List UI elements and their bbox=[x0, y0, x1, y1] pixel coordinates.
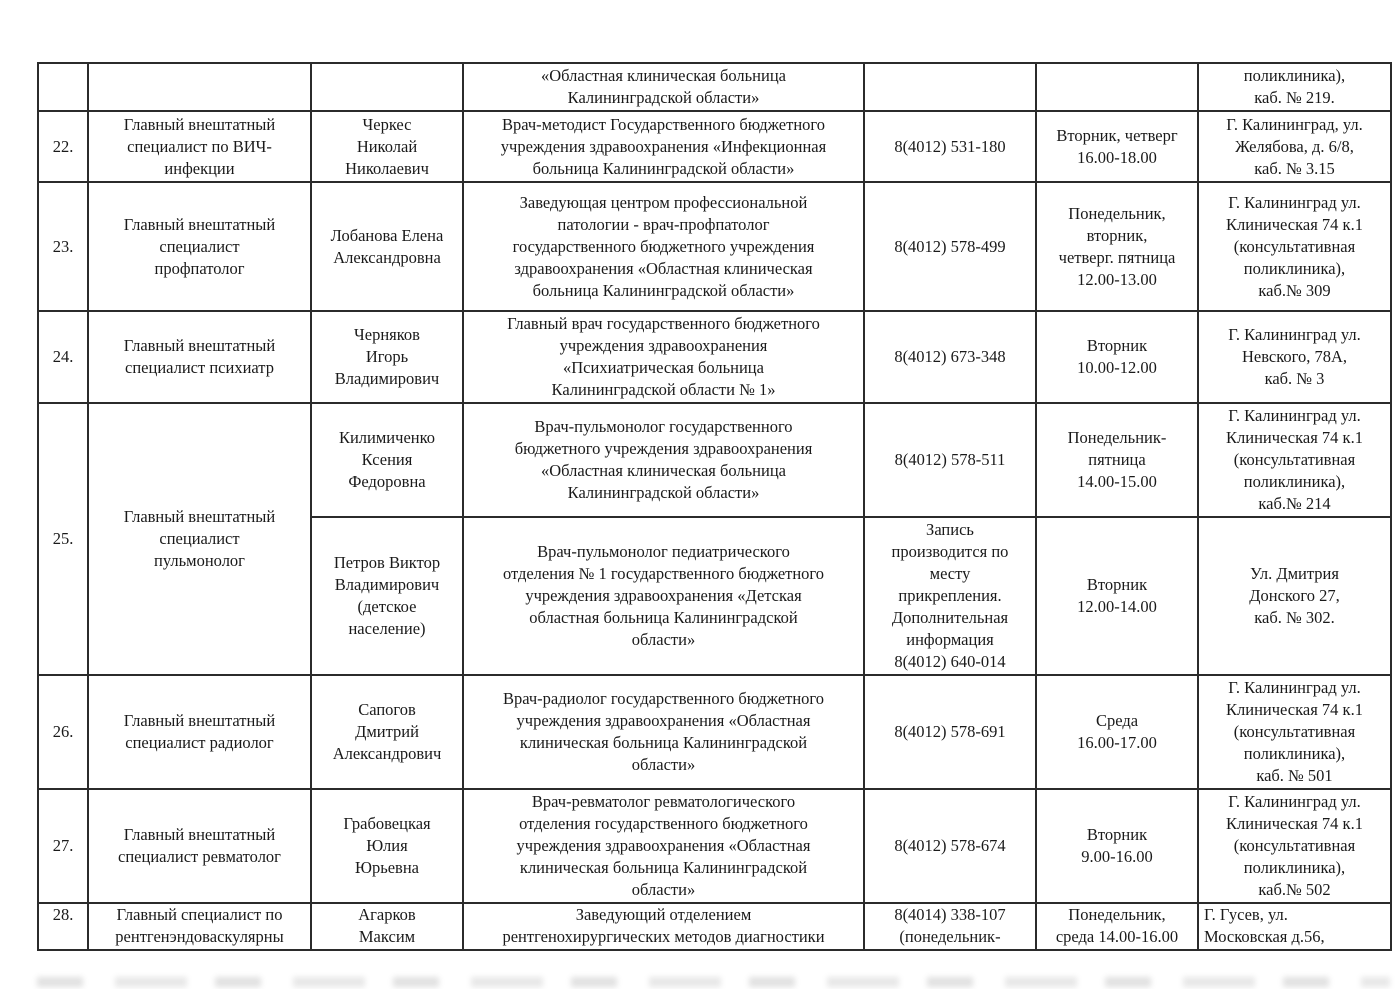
cell-phone bbox=[863, 62, 1037, 112]
cell-specialty: Главный специалист по рентгенэндоваскуля… bbox=[87, 902, 312, 951]
cell-schedule: Вторник 9.00-16.00 bbox=[1035, 788, 1199, 904]
cell-phone: 8(4014) 338-107 (понедельник- bbox=[863, 902, 1037, 951]
cell-description: Врач-пульмонолог педиатрического отделен… bbox=[462, 516, 865, 676]
table-row-25b: Петров Виктор Владимирович (детское насе… bbox=[38, 516, 1392, 676]
table-row-continuation: «Областная клиническая больница Калининг… bbox=[37, 62, 1392, 112]
cell-phone: 8(4012) 578-674 bbox=[863, 788, 1037, 904]
cell-name: Килимиченко Ксения Федоровна bbox=[310, 402, 464, 518]
table-row-28: 28. Главный специалист по рентгенэндовас… bbox=[37, 902, 1392, 951]
cell-address: Г. Калининград ул. Клиническая 74 к.1 (к… bbox=[1197, 181, 1392, 312]
table-row-26: 26. Главный внештатный специалист радиол… bbox=[37, 674, 1392, 790]
next-page-row-cutoff bbox=[37, 977, 1390, 987]
table-row-24: 24. Главный внештатный специалист психиа… bbox=[37, 310, 1392, 404]
cell-name: Черняков Игорь Владимирович bbox=[310, 310, 464, 404]
cell-address: Ул. Дмитрия Донского 27, каб. № 302. bbox=[1197, 516, 1392, 676]
cell-address: Г. Калининград ул. Клиническая 74 к.1 (к… bbox=[1197, 788, 1392, 904]
cell-address: Г. Калининград ул. Клиническая 74 к.1 (к… bbox=[1197, 674, 1392, 790]
cell-name: Черкес Николай Николаевич bbox=[310, 110, 464, 183]
cell-description: Врач-методист Государственного бюджетног… bbox=[462, 110, 865, 183]
cell-specialty: Главный внештатный специалист по ВИЧ- ин… bbox=[87, 110, 312, 183]
table-row-27: 27. Главный внештатный специалист ревмат… bbox=[37, 788, 1392, 904]
cell-description: Главный врач государственного бюджетного… bbox=[462, 310, 865, 404]
cell-schedule: Вторник 12.00-14.00 bbox=[1035, 516, 1199, 676]
cell-description: «Областная клиническая больница Калининг… bbox=[462, 62, 865, 112]
cell-address: Г. Гусев, ул. Московская д.56, bbox=[1197, 902, 1392, 951]
specialists-table: «Областная клиническая больница Калининг… bbox=[37, 62, 1392, 951]
cell-specialty: Главный внештатный специалист профпатоло… bbox=[87, 181, 312, 312]
cell-number: 22. bbox=[37, 110, 89, 183]
cell-phone: Запись производится по месту прикреплени… bbox=[863, 516, 1037, 676]
cell-name: Сапогов Дмитрий Александрович bbox=[310, 674, 464, 790]
cell-schedule: Понедельник, вторник, четверг. пятница 1… bbox=[1035, 181, 1199, 312]
cell-number: 23. bbox=[37, 181, 89, 312]
cell-schedule bbox=[1035, 62, 1199, 112]
table-row-22: 22. Главный внештатный специалист по ВИЧ… bbox=[37, 110, 1392, 183]
cell-number: 26. bbox=[37, 674, 89, 790]
cell-phone: 8(4012) 578-691 bbox=[863, 674, 1037, 790]
cell-phone: 8(4012) 673-348 bbox=[863, 310, 1037, 404]
cell-number: 27. bbox=[37, 788, 89, 904]
cell-schedule: Понедельник- пятница 14.00-15.00 bbox=[1035, 402, 1199, 518]
cell-address: поликлиника), каб. № 219. bbox=[1197, 62, 1392, 112]
cell-specialty: Главный внештатный специалист радиолог bbox=[87, 674, 312, 790]
cell-number: 28. bbox=[37, 902, 89, 951]
cell-description: Заведующий отделением рентгенохирургичес… bbox=[462, 902, 865, 951]
cell-schedule: Понедельник, среда 14.00-16.00 bbox=[1035, 902, 1199, 951]
cell-description: Врач-пульмонолог государственного бюджет… bbox=[462, 402, 865, 518]
cell-specialty: Главный внештатный специалист ревматолог bbox=[87, 788, 312, 904]
cell-name: Агарков Максим bbox=[310, 902, 464, 951]
cell-specialty: Главный внештатный специалист пульмоноло… bbox=[87, 402, 312, 676]
cell-specialty bbox=[87, 62, 312, 112]
cell-schedule: Вторник, четверг 16.00-18.00 bbox=[1035, 110, 1199, 183]
cell-schedule: Вторник 10.00-12.00 bbox=[1035, 310, 1199, 404]
cell-name bbox=[310, 62, 464, 112]
cell-number: 24. bbox=[37, 310, 89, 404]
cell-schedule: Среда 16.00-17.00 bbox=[1035, 674, 1199, 790]
cell-description: Врач-ревматолог ревматологического отдел… bbox=[462, 788, 865, 904]
cell-phone: 8(4012) 578-511 bbox=[863, 402, 1037, 518]
cell-name: Петров Виктор Владимирович (детское насе… bbox=[310, 516, 464, 676]
cell-number bbox=[37, 62, 89, 112]
cell-description: Заведующая центром профессиональной пато… bbox=[462, 181, 865, 312]
cell-address: Г. Калининград, ул. Желябова, д. 6/8, ка… bbox=[1197, 110, 1392, 183]
cell-phone: 8(4012) 531-180 bbox=[863, 110, 1037, 183]
cell-name: Лобанова Елена Александровна bbox=[310, 181, 464, 312]
cell-address: Г. Калининград ул. Клиническая 74 к.1 (к… bbox=[1197, 402, 1392, 518]
cell-number: 25. bbox=[37, 402, 89, 676]
cell-description: Врач-радиолог государственного бюджетног… bbox=[462, 674, 865, 790]
table-row-23: 23. Главный внештатный специалист профпа… bbox=[37, 181, 1392, 312]
cell-specialty: Главный внештатный специалист психиатр bbox=[87, 310, 312, 404]
cell-name: Грабовецкая Юлия Юрьевна bbox=[310, 788, 464, 904]
cell-phone: 8(4012) 578-499 bbox=[863, 181, 1037, 312]
cell-address: Г. Калининград ул. Невского, 78А, каб. №… bbox=[1197, 310, 1392, 404]
table-row-25a: 25. Главный внештатный специалист пульмо… bbox=[37, 402, 1392, 676]
